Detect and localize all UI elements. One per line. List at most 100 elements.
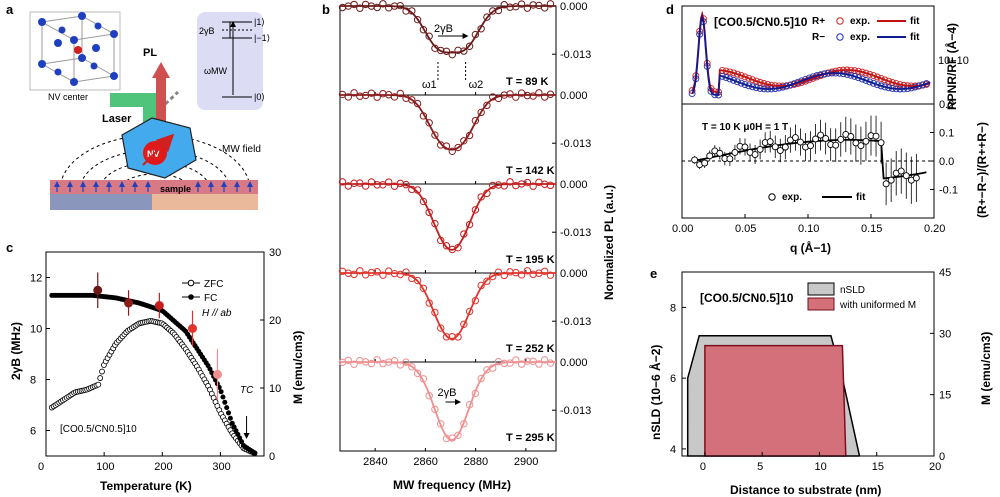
y2-tick-label: 15 (939, 390, 951, 402)
r-minus-point (870, 79, 877, 87)
panel-label-c: c (6, 240, 13, 255)
data-point (419, 375, 428, 383)
magnetization-arrows (54, 181, 253, 192)
data-point (489, 181, 497, 190)
spectrum-frame-4 (339, 361, 557, 452)
panel-e-xlabel: Distance to substrate (nm) (730, 483, 881, 497)
substrate-right (152, 194, 258, 210)
data-point (419, 112, 428, 120)
y-tick-label: 6 (30, 426, 36, 438)
data-point (483, 277, 491, 285)
x-tick-label: 5 (757, 461, 763, 473)
y2-tick-label: 0 (269, 451, 275, 463)
temperature-label-2: T = 195 K (506, 254, 555, 266)
data-point (546, 181, 555, 190)
fc-point (252, 450, 258, 456)
sample-layer-right (155, 180, 258, 194)
asymmetry-point (781, 143, 789, 151)
asymmetry-point (822, 135, 830, 142)
r-plus-fit (691, 10, 931, 93)
data-point (431, 131, 439, 139)
asymmetry-point (847, 133, 855, 140)
pl-label: PL (143, 47, 157, 59)
x-tick-label: 0 (38, 461, 44, 473)
data-point (344, 182, 352, 190)
legend-nsld: nSLD (840, 285, 865, 296)
data-point (494, 94, 503, 103)
y-tick-label: 6 (670, 373, 676, 385)
y-tick-label: -0.1 (939, 185, 958, 197)
asymmetry-point (857, 142, 865, 150)
data-point (465, 401, 474, 409)
asymmetry-point (776, 147, 784, 154)
data-point (483, 101, 491, 110)
nv-point (212, 369, 222, 379)
panel-d-title: [CO0.5/CN0.5]10 (714, 15, 808, 29)
data-point (523, 178, 532, 187)
y-tick-label: 0.2 (939, 99, 954, 111)
asymmetry-point (691, 156, 699, 164)
data-point (344, 356, 352, 364)
data-point (408, 96, 416, 104)
data-point (494, 6, 503, 15)
r-plus-point (873, 73, 881, 81)
laser-label: Laser (102, 113, 132, 125)
panel-d: d 10−10 -0.1 0.0 0.1 0.2 0.00 0.05 0.10 0.15 0.20… (666, 2, 989, 255)
data-point (460, 320, 468, 328)
zfc-point (99, 368, 105, 375)
data-point (442, 142, 451, 150)
legend-fit-bottom: fit (856, 192, 866, 203)
data-point (540, 267, 549, 275)
asymmetry-point (902, 172, 910, 180)
legend-fit-plus: fit (910, 16, 920, 27)
r-minus-point (862, 77, 870, 84)
y2-tick-label: 30 (939, 328, 951, 340)
data-point (385, 178, 393, 186)
y2-tick-label: 30 (269, 247, 281, 259)
data-point (373, 93, 381, 101)
fc-point (227, 415, 233, 421)
asymmetry-point (837, 135, 845, 143)
asymmetry-point (897, 167, 905, 175)
data-point (419, 284, 428, 292)
x-tick-label: 2860 (413, 456, 437, 468)
data-point (465, 42, 474, 50)
temperature-label-0: T = 89 K (506, 76, 549, 88)
nv-center-crystal: NV center (29, 11, 121, 102)
pl-arrow-icon (152, 62, 170, 78)
data-point (425, 119, 433, 127)
nv-point (187, 324, 197, 333)
data-point (506, 3, 514, 11)
r-minus-point (854, 74, 862, 82)
data-point (448, 147, 456, 156)
data-point (408, 363, 416, 371)
panel-b: b 0.000 -0.013 T = 89 K 0.000 -0.013 T = 142 … (322, 0, 616, 492)
y-tick-label: -0.013 (560, 227, 591, 239)
asymmetry-point (872, 132, 880, 140)
temperature-plot: 0 100 200 300 6 8 10 12 0 10 20 30 (30, 247, 281, 473)
omega1-label: ω1 (422, 79, 437, 91)
legend-r-plus: R+ (812, 16, 825, 27)
panel-d-conditions: T = 10 K μ0H = 1 T (702, 122, 788, 133)
legend-m: with uniformed M (839, 300, 916, 311)
x-tick-label: 20 (929, 461, 941, 473)
data-point (454, 333, 462, 341)
r-minus-point (722, 74, 730, 82)
data-point (442, 333, 451, 341)
data-point (529, 357, 537, 365)
asymmetry-point (882, 180, 890, 188)
r-minus-point (873, 81, 881, 89)
y-tick-label: 0.000 (560, 90, 588, 102)
data-point (442, 47, 451, 55)
data-point (356, 4, 364, 12)
temperature-label-3: T = 252 K (506, 343, 555, 355)
fit-curve-3 (340, 272, 556, 340)
y-tick-label: -0.013 (560, 49, 591, 61)
plot-frame (45, 251, 265, 457)
data-point (344, 93, 352, 101)
data-point (425, 299, 433, 307)
field-note: H // ab (202, 308, 232, 319)
panel-c-ylabel-left: 2γB (MHz) (9, 322, 23, 380)
asymmetry-fit (691, 139, 927, 180)
fc-point (226, 410, 232, 416)
